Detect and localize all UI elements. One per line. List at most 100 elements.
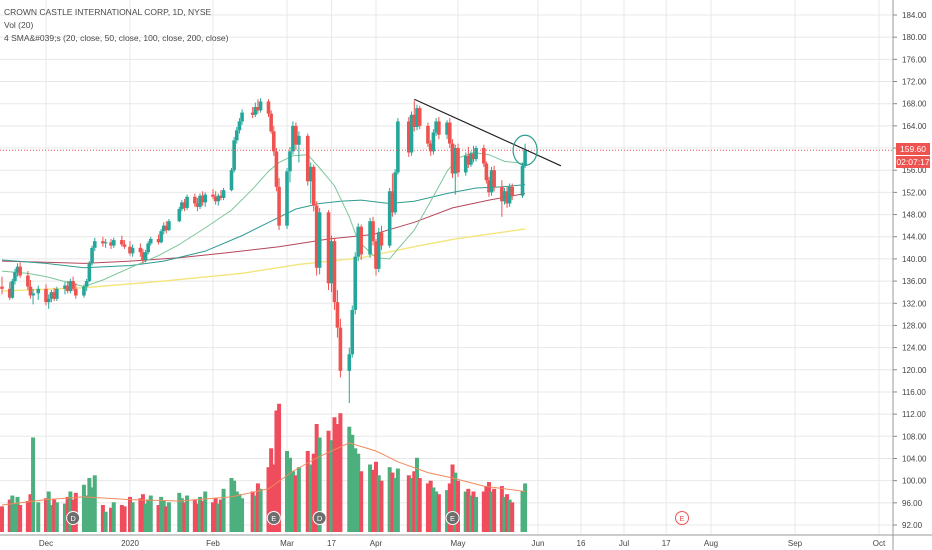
volume-bar xyxy=(18,505,23,532)
candle-body xyxy=(26,275,30,287)
price-tick-label: 144.00 xyxy=(902,233,927,242)
price-tick-label: 92.00 xyxy=(902,521,923,530)
price-tick-label: 104.00 xyxy=(902,454,927,463)
candle-body xyxy=(434,121,438,133)
candle-body xyxy=(55,288,59,299)
candle-body xyxy=(417,108,422,126)
volume-bar xyxy=(87,478,92,532)
volume-bar xyxy=(290,471,295,532)
volume-bar xyxy=(109,507,114,532)
volume-bar xyxy=(374,461,378,532)
candle-body xyxy=(120,240,124,245)
candle-body xyxy=(221,190,226,198)
candle-body xyxy=(510,186,514,196)
candle-body xyxy=(101,241,105,244)
volume-bar xyxy=(130,502,135,532)
event-marker-label: D xyxy=(70,514,76,523)
volume-bar xyxy=(445,490,450,532)
candle-body xyxy=(52,292,56,299)
symbol-title[interactable]: CROWN CASTLE INTERNATIONAL CORP, 1D, NYS… xyxy=(4,7,212,17)
volume-bar xyxy=(195,503,200,532)
candle-body xyxy=(159,231,163,243)
time-tick-label: Aug xyxy=(704,539,718,548)
volume-bar xyxy=(213,498,218,532)
price-tick-label: 124.00 xyxy=(902,344,927,353)
candle-body xyxy=(484,163,489,181)
volume-bar xyxy=(415,457,419,532)
candle-body xyxy=(143,252,148,261)
candle-body xyxy=(240,112,244,122)
time-tick-label: 17 xyxy=(327,539,336,548)
candle-body xyxy=(161,225,166,232)
volume-bar xyxy=(466,488,471,532)
volume-bar xyxy=(81,484,86,532)
candle-body xyxy=(471,153,476,160)
candle-body xyxy=(193,196,197,204)
volume-bar xyxy=(326,430,331,532)
candle-body xyxy=(371,221,375,242)
volume-bar xyxy=(492,488,497,532)
candle-body xyxy=(13,272,17,282)
candle-body xyxy=(15,266,20,273)
candle-body xyxy=(368,221,372,255)
volume-bar xyxy=(46,491,51,532)
sma-legend[interactable]: 4 SMA&#039;s (20, close, 50, close, 100,… xyxy=(4,33,229,43)
volume-bar xyxy=(221,488,226,532)
legend: CROWN CASTLE INTERNATIONAL CORP, 1D, NYS… xyxy=(4,7,229,43)
price-tick-label: 152.00 xyxy=(902,188,927,197)
volume-bar xyxy=(338,413,343,532)
time-tick-label: May xyxy=(450,539,465,548)
volume-bar xyxy=(211,502,215,532)
volume-legend[interactable]: Vol (20) xyxy=(4,20,33,30)
volume-bar xyxy=(285,451,289,532)
volume-bar xyxy=(156,505,161,532)
candle-body xyxy=(332,241,337,303)
price-tick-label: 116.00 xyxy=(902,388,926,397)
candle-body xyxy=(329,241,334,284)
candle-body xyxy=(203,194,208,203)
candle-body xyxy=(219,195,223,198)
price-tick-label: 120.00 xyxy=(902,366,927,375)
price-tick-label: 96.00 xyxy=(902,499,923,508)
candle-body xyxy=(253,107,258,115)
candle-body xyxy=(156,238,161,243)
candle-body xyxy=(122,244,127,247)
volume-bar xyxy=(510,502,515,532)
volume-bar xyxy=(140,494,145,532)
candle-body xyxy=(63,285,67,289)
drawings xyxy=(0,98,893,167)
volume-bar xyxy=(0,506,4,532)
volume-bar xyxy=(305,451,310,532)
volume-bar xyxy=(90,487,95,532)
candle-body xyxy=(502,191,507,202)
candle-body xyxy=(148,238,153,244)
volume-bar xyxy=(393,478,398,532)
volume-bar xyxy=(296,467,301,532)
volume-bar xyxy=(412,471,417,532)
candle-body xyxy=(308,166,313,182)
event-marker-label: E xyxy=(679,514,684,523)
volume-bar xyxy=(192,499,197,532)
candle-body xyxy=(90,247,94,264)
volume-bar xyxy=(502,496,507,532)
price-tick-label: 108.00 xyxy=(902,432,927,441)
candle-body xyxy=(103,242,108,244)
volume-bar xyxy=(164,506,169,532)
time-tick-label: 2020 xyxy=(121,539,139,548)
candle-body xyxy=(65,285,70,292)
volume-bar xyxy=(146,499,151,532)
volume-bar xyxy=(499,486,504,532)
event-marker xyxy=(445,511,460,525)
candle-body xyxy=(258,101,263,111)
candle-body xyxy=(167,221,171,231)
volume-bar xyxy=(523,483,528,532)
volume-ma xyxy=(1,442,526,506)
candle-body xyxy=(448,122,452,144)
candle-body xyxy=(338,327,343,371)
candle-body xyxy=(466,155,471,165)
candle-body xyxy=(326,212,331,284)
candle-body xyxy=(505,191,509,204)
candle-body xyxy=(49,292,54,299)
volume-bar xyxy=(507,499,512,532)
